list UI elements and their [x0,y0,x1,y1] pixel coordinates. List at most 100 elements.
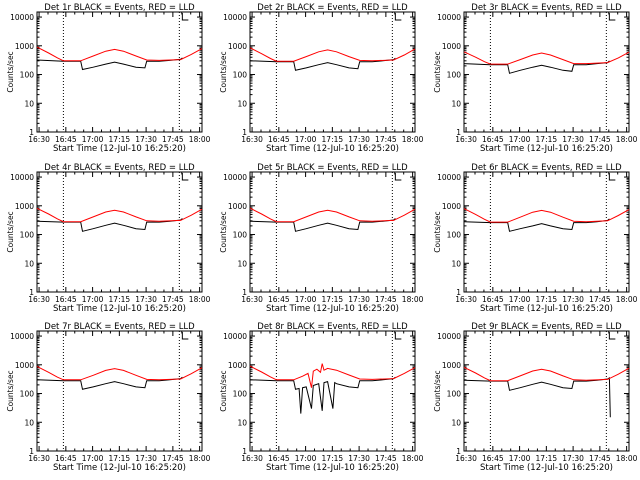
plot-frame [463,330,630,452]
chart-title: Det 9r BLACK = Events, RED = LLD [471,322,622,332]
x-tick-label: 17:45 [589,295,611,304]
x-tick-label: 17:30 [562,454,584,463]
y-tick-label: 1000 [228,42,247,51]
y-axis-label: Counts/sec [433,51,442,92]
x-axis-label: Start Time (12-Jul-10 16:25:20) [266,463,399,473]
x-axis-label: Start Time (12-Jul-10 16:25:20) [480,304,613,314]
range-marker [394,173,402,181]
x-tick-label: 18:00 [616,295,638,304]
x-tick-label: 17:00 [82,295,104,304]
x-tick-label: 16:30 [28,454,50,463]
x-tick-label: 17:45 [162,295,184,304]
x-axis-label: Start Time (12-Jul-10 16:25:20) [53,304,186,314]
x-tick-label: 17:45 [162,454,184,463]
y-tick-label: 1000 [15,202,34,211]
x-axis-label: Start Time (12-Jul-10 16:25:20) [53,144,186,154]
y-tick-label: 1 [456,128,461,137]
chart-title: Det 3r BLACK = Events, RED = LLD [471,3,622,13]
y-tick-label: 10000 [10,173,34,182]
y-tick-label: 1 [242,128,247,137]
x-tick-label: 17:30 [135,295,157,304]
chart-title: Det 6r BLACK = Events, RED = LLD [471,163,622,173]
x-tick-label: 16:45 [482,135,504,144]
y-tick-label: 10 [451,99,461,108]
events-series-line [249,57,396,71]
x-tick-label: 17:30 [562,135,584,144]
x-tick-label: 16:45 [268,135,290,144]
y-tick-label: 1000 [15,42,34,51]
y-tick-label: 100 [20,71,35,80]
x-tick-label: 17:15 [109,454,131,463]
x-tick-label: 18:00 [616,454,638,463]
y-tick-label: 1 [456,447,461,456]
x-tick-label: 16:30 [241,295,263,304]
y-tick-label: 10 [237,418,247,427]
x-tick-label: 16:30 [455,135,477,144]
x-tick-label: 17:00 [509,454,531,463]
x-tick-label: 17:15 [322,135,344,144]
lld-series-line [36,207,203,223]
range-marker [394,332,402,340]
lld-series-line [249,47,416,62]
chart-panel: Det 4r BLACK = Events, RED = LLD 1 10 100 10… [6,163,211,314]
chart-title: Det 7r BLACK = Events, RED = LLD [44,322,195,332]
y-tick-label: 10000 [10,13,34,22]
x-tick-label: 17:15 [536,454,558,463]
y-tick-label: 1 [29,128,34,137]
x-tick-label: 16:30 [241,135,263,144]
x-tick-label: 16:30 [28,135,50,144]
x-tick-label: 18:00 [189,295,211,304]
x-tick-label: 16:30 [455,454,477,463]
x-tick-label: 16:45 [268,295,290,304]
events-series-line [463,60,610,74]
plot-frame [36,330,203,452]
x-tick-label: 18:00 [402,295,424,304]
y-tick-label: 10000 [223,13,247,22]
y-tick-label: 1 [242,288,247,297]
x-tick-label: 17:15 [536,295,558,304]
x-tick-label: 17:45 [589,454,611,463]
x-tick-label: 17:00 [509,135,531,144]
x-tick-label: 16:45 [268,454,290,463]
y-tick-label: 10 [24,418,34,427]
y-tick-label: 10 [24,259,34,268]
chart-title: Det 1r BLACK = Events, RED = LLD [44,3,195,13]
x-tick-label: 17:15 [109,295,131,304]
x-tick-label: 17:00 [295,135,317,144]
x-tick-label: 17:00 [509,295,531,304]
y-tick-label: 1 [456,288,461,297]
y-tick-label: 1000 [228,361,247,370]
x-tick-label: 17:30 [348,135,370,144]
chart-panel: Det 2r BLACK = Events, RED = LLD 1 10 100 10… [219,3,424,154]
y-tick-label: 100 [447,71,462,80]
y-tick-label: 10 [24,99,34,108]
events-series-line [463,377,611,418]
y-tick-label: 1 [29,288,34,297]
chart-panel: Det 3r BLACK = Events, RED = LLD 1 10 100 10… [433,3,638,154]
x-tick-label: 16:45 [482,454,504,463]
range-marker [181,13,189,21]
x-tick-label: 18:00 [189,135,211,144]
y-tick-label: 1000 [442,42,461,51]
x-tick-label: 16:30 [28,295,50,304]
chart-panel: Det 1r BLACK = Events, RED = LLD 1 10 100 10… [6,3,211,154]
x-tick-label: 17:30 [562,295,584,304]
y-axis-label: Counts/sec [219,51,228,92]
lld-series-line [463,366,630,382]
lld-series-line [249,207,416,223]
y-tick-label: 10000 [223,173,247,182]
plot-frame [36,11,203,133]
y-tick-label: 10 [237,259,247,268]
y-tick-label: 100 [233,71,248,80]
plot-frame [249,330,416,452]
x-tick-label: 17:45 [375,454,397,463]
x-tick-label: 18:00 [616,135,638,144]
events-series-line [36,376,183,390]
y-tick-label: 100 [233,231,248,240]
chart-title: Det 2r BLACK = Events, RED = LLD [257,3,408,13]
y-axis-label: Counts/sec [6,370,15,411]
x-tick-label: 16:45 [55,295,77,304]
y-axis-label: Counts/sec [219,211,228,252]
y-tick-label: 100 [20,231,35,240]
x-tick-label: 18:00 [402,135,424,144]
